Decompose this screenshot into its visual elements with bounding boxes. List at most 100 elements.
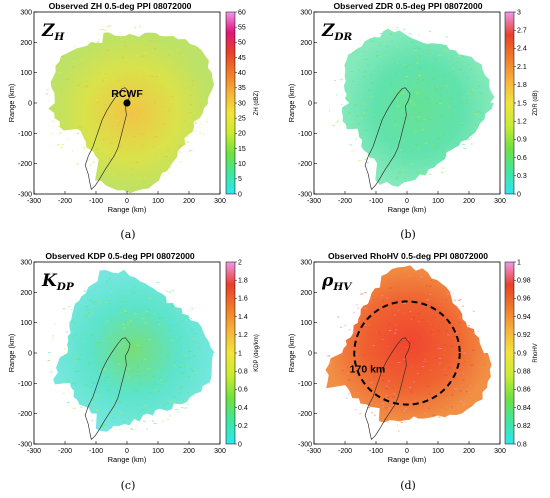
echo-speckle bbox=[92, 349, 94, 351]
colorbar-tick-label: 0.94 bbox=[517, 314, 531, 321]
variable-symbol-subscript: DR bbox=[333, 31, 352, 43]
echo-speckle bbox=[420, 53, 423, 55]
echo-speckle bbox=[433, 342, 436, 344]
echo-speckle bbox=[123, 83, 125, 85]
echo-speckle bbox=[376, 331, 378, 333]
echo-speckle bbox=[423, 346, 426, 348]
echo-speckle bbox=[169, 415, 171, 417]
echo-speckle bbox=[128, 113, 131, 115]
echo-speckle bbox=[174, 49, 176, 51]
echo-speckle bbox=[417, 102, 419, 104]
echo-speckle bbox=[464, 360, 466, 362]
echo-speckle bbox=[473, 113, 476, 115]
x-tick-label: 100 bbox=[432, 448, 444, 455]
echo-speckle bbox=[135, 161, 139, 163]
echo-speckle bbox=[139, 383, 143, 385]
echo-speckle bbox=[183, 366, 186, 368]
echo-speckle bbox=[133, 388, 136, 390]
echo-speckle bbox=[475, 112, 477, 113]
echo-speckle bbox=[379, 114, 382, 116]
echo-speckle bbox=[113, 78, 116, 80]
echo-speckle bbox=[379, 45, 382, 47]
echo-speckle bbox=[104, 167, 108, 169]
echo-speckle bbox=[97, 34, 100, 36]
echo-speckle bbox=[58, 113, 61, 115]
echo-speckle bbox=[48, 101, 50, 102]
echo-speckle bbox=[414, 58, 417, 60]
echo-speckle bbox=[117, 425, 120, 427]
echo-field bbox=[47, 269, 215, 441]
echo-speckle bbox=[476, 109, 478, 111]
echo-speckle bbox=[182, 400, 184, 402]
echo-speckle bbox=[194, 383, 196, 385]
echo-speckle bbox=[382, 338, 384, 340]
echo-speckle bbox=[418, 34, 420, 36]
colorbar-tick-label: 40 bbox=[238, 70, 246, 77]
echo-speckle bbox=[380, 68, 382, 70]
echo-speckle bbox=[159, 166, 161, 168]
echo-speckle bbox=[84, 350, 86, 352]
echo-speckle bbox=[408, 67, 411, 68]
echo-speckle bbox=[437, 305, 441, 307]
y-tick-label: -100 bbox=[18, 131, 32, 138]
echo-speckle bbox=[181, 72, 185, 74]
echo-speckle bbox=[452, 292, 454, 294]
echo-speckle bbox=[96, 99, 98, 100]
echo-speckle bbox=[358, 319, 361, 321]
echo-speckle bbox=[379, 119, 383, 121]
echo-speckle bbox=[88, 43, 91, 45]
echo-speckle bbox=[369, 365, 373, 367]
echo-speckle bbox=[364, 71, 367, 73]
echo-speckle bbox=[366, 311, 370, 313]
echo-speckle bbox=[362, 76, 365, 78]
echo-speckle bbox=[67, 138, 70, 140]
y-tick-label: 200 bbox=[300, 290, 312, 297]
echo-speckle bbox=[351, 121, 354, 123]
echo-speckle bbox=[112, 173, 115, 175]
echo-speckle bbox=[109, 427, 113, 429]
echo-speckle bbox=[141, 160, 145, 162]
echo-speckle bbox=[447, 106, 449, 108]
echo-speckle bbox=[86, 160, 89, 162]
echo-speckle bbox=[173, 402, 176, 403]
y-tick-label: -300 bbox=[298, 442, 312, 449]
echo-speckle bbox=[162, 174, 164, 176]
echo-speckle bbox=[413, 416, 417, 418]
echo-speckle bbox=[163, 300, 167, 301]
echo-speckle bbox=[394, 386, 396, 388]
echo-speckle bbox=[190, 329, 194, 331]
echo-speckle bbox=[370, 314, 372, 316]
echo-speckle bbox=[340, 326, 342, 328]
echo-speckle bbox=[89, 313, 92, 315]
echo-speckle bbox=[464, 333, 468, 335]
echo-speckle bbox=[435, 326, 437, 328]
y-tick-label: 200 bbox=[20, 40, 32, 47]
echo-speckle bbox=[389, 364, 392, 366]
echo-speckle bbox=[142, 407, 145, 409]
echo-speckle bbox=[379, 56, 382, 57]
echo-speckle bbox=[93, 403, 95, 405]
y-tick-label: 100 bbox=[20, 70, 32, 77]
echo-speckle bbox=[175, 310, 178, 312]
echo-speckle bbox=[153, 47, 156, 49]
echo-speckle bbox=[123, 279, 125, 281]
echo-speckle bbox=[166, 71, 169, 73]
echo-speckle bbox=[51, 133, 53, 134]
echo-speckle bbox=[366, 400, 368, 402]
echo-speckle bbox=[391, 176, 393, 178]
echo-speckle bbox=[179, 337, 183, 339]
echo-speckle bbox=[99, 74, 101, 76]
echo-speckle bbox=[188, 83, 191, 85]
echo-speckle bbox=[403, 417, 407, 419]
echo-speckle bbox=[140, 164, 143, 166]
echo-speckle bbox=[401, 155, 404, 157]
y-tick-label: 100 bbox=[20, 320, 32, 327]
echo-speckle bbox=[385, 297, 389, 299]
echo-speckle bbox=[352, 330, 355, 332]
colorbar-tick-label: 35 bbox=[238, 85, 246, 92]
colorbar-tick-label: 0 bbox=[238, 441, 242, 448]
echo-speckle bbox=[182, 126, 184, 127]
echo-speckle bbox=[77, 84, 80, 86]
echo-speckle bbox=[439, 100, 442, 102]
echo-speckle bbox=[357, 307, 359, 309]
